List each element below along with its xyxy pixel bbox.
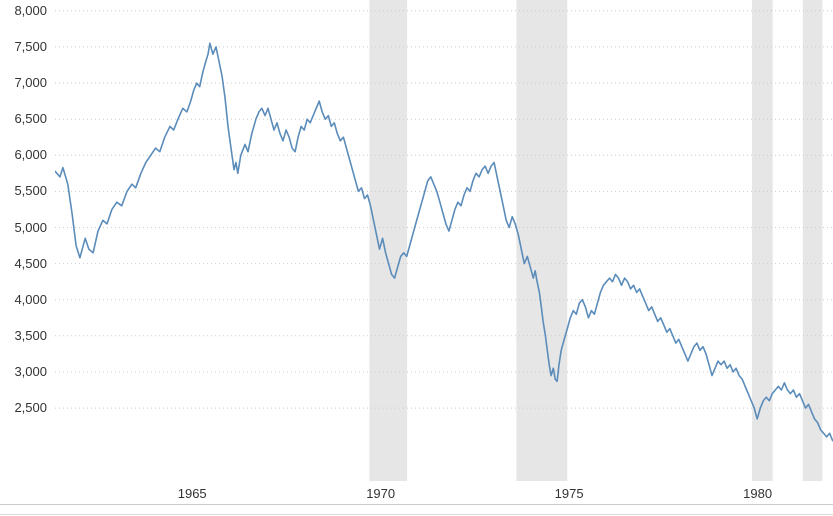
recession-band xyxy=(369,0,408,481)
recession-band xyxy=(516,0,568,481)
range-selector-top-border xyxy=(0,504,833,505)
x-tick-label: 1975 xyxy=(554,486,584,501)
y-tick-label: 5,500 xyxy=(14,183,47,199)
recession-band xyxy=(802,0,823,481)
y-tick-label: 7,000 xyxy=(14,75,47,91)
y-tick-label: 5,000 xyxy=(14,219,47,235)
recession-band xyxy=(752,0,773,481)
x-tick-label: 1965 xyxy=(177,486,207,501)
chart-plot-area[interactable] xyxy=(55,0,833,481)
x-tick-label: 1970 xyxy=(366,486,396,501)
y-tick-label: 4,000 xyxy=(14,291,47,307)
y-tick-label: 6,500 xyxy=(14,111,47,127)
y-tick-label: 2,500 xyxy=(14,400,47,416)
x-tick-label: 1980 xyxy=(743,486,773,501)
y-tick-label: 8,000 xyxy=(14,2,47,18)
y-tick-label: 6,000 xyxy=(14,147,47,163)
y-tick-label: 4,500 xyxy=(14,255,47,271)
y-tick-label: 3,000 xyxy=(14,363,47,379)
y-tick-label: 3,500 xyxy=(14,327,47,343)
range-selector-track[interactable] xyxy=(0,514,833,515)
price-line xyxy=(55,42,833,442)
y-tick-label: 7,500 xyxy=(14,38,47,54)
